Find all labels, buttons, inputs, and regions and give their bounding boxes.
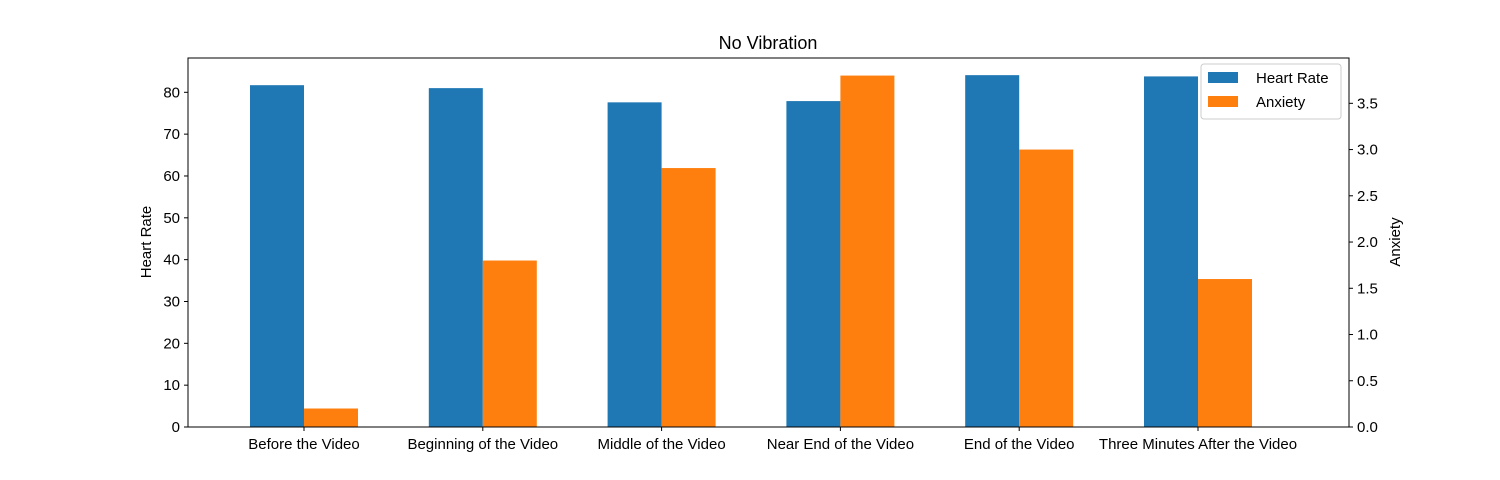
- left-y-tick-label: 20: [163, 335, 180, 352]
- bar-heart-rate-before-the-video: [250, 85, 304, 427]
- legend-swatch-anxiety: [1208, 96, 1238, 107]
- x-tick-label: Middle of the Video: [598, 436, 726, 453]
- right-y-tick-label: 1.0: [1357, 327, 1378, 344]
- chart-title: No Vibration: [719, 33, 818, 53]
- right-y-tick-label: 2.0: [1357, 234, 1378, 251]
- bar-heart-rate-near-end-of-the-video: [786, 101, 841, 428]
- left-y-tick-label: 30: [163, 293, 180, 310]
- left-y-tick-label: 10: [163, 377, 180, 394]
- right-y-tick-label: 0.5: [1357, 373, 1378, 390]
- right-y-tick-label: 1.5: [1357, 280, 1378, 297]
- left-y-tick-label: 70: [163, 126, 180, 143]
- right-y-tick-label: 0.0: [1357, 419, 1378, 436]
- left-y-tick-label: 60: [163, 168, 180, 185]
- right-y-axis-label: Anxiety: [1387, 217, 1404, 267]
- bar-heart-rate-beginning-of-the-video: [428, 88, 483, 428]
- right-y-tick-label: 3.5: [1357, 95, 1378, 112]
- left-y-tick-label: 80: [163, 84, 180, 101]
- bar-anxiety-middle-of-the-video: [661, 168, 716, 428]
- bar-anxiety-end-of-the-video: [1019, 149, 1074, 427]
- bar-anxiety-beginning-of-the-video: [482, 260, 537, 427]
- x-tick-label: Beginning of the Video: [407, 436, 558, 453]
- legend-label-heart-rate: Heart Rate: [1256, 70, 1329, 87]
- bars-group: [250, 75, 1252, 428]
- left-y-tick-label: 50: [163, 210, 180, 227]
- x-tick-label: Three Minutes After the Video: [1099, 436, 1297, 453]
- bar-heart-rate-three-minutes-after-the-video: [1144, 76, 1198, 427]
- left-y-axis-ticks: 0 10 20 30 40 50 60 70 80: [163, 84, 188, 436]
- x-axis-ticks: Before the Video Beginning of the Video Mi…: [248, 427, 1297, 453]
- x-tick-label: Before the Video: [248, 436, 359, 453]
- right-y-axis-ticks: 0.0 0.5 1.0 1.5 2.0 2.5 3.0 3.5: [1349, 95, 1378, 436]
- left-y-axis-label: Heart Rate: [138, 206, 155, 279]
- x-tick-label: End of the Video: [964, 436, 1075, 453]
- bar-anxiety-three-minutes-after-the-video: [1198, 279, 1252, 427]
- bar-heart-rate-middle-of-the-video: [607, 102, 662, 428]
- left-y-tick-label: 40: [163, 252, 180, 269]
- bar-heart-rate-end-of-the-video: [965, 75, 1020, 427]
- right-y-tick-label: 2.5: [1357, 188, 1378, 205]
- bar-anxiety-before-the-video: [304, 408, 358, 427]
- legend-swatch-heart-rate: [1208, 72, 1238, 83]
- left-y-tick-label: 0: [172, 419, 180, 436]
- plot-frame: [187, 57, 1350, 428]
- legend-label-anxiety: Anxiety: [1256, 94, 1306, 111]
- x-tick-label: Near End of the Video: [767, 436, 914, 453]
- legend: Heart Rate Anxiety: [1200, 63, 1342, 120]
- right-y-tick-label: 3.0: [1357, 142, 1378, 159]
- bar-anxiety-near-end-of-the-video: [840, 75, 895, 428]
